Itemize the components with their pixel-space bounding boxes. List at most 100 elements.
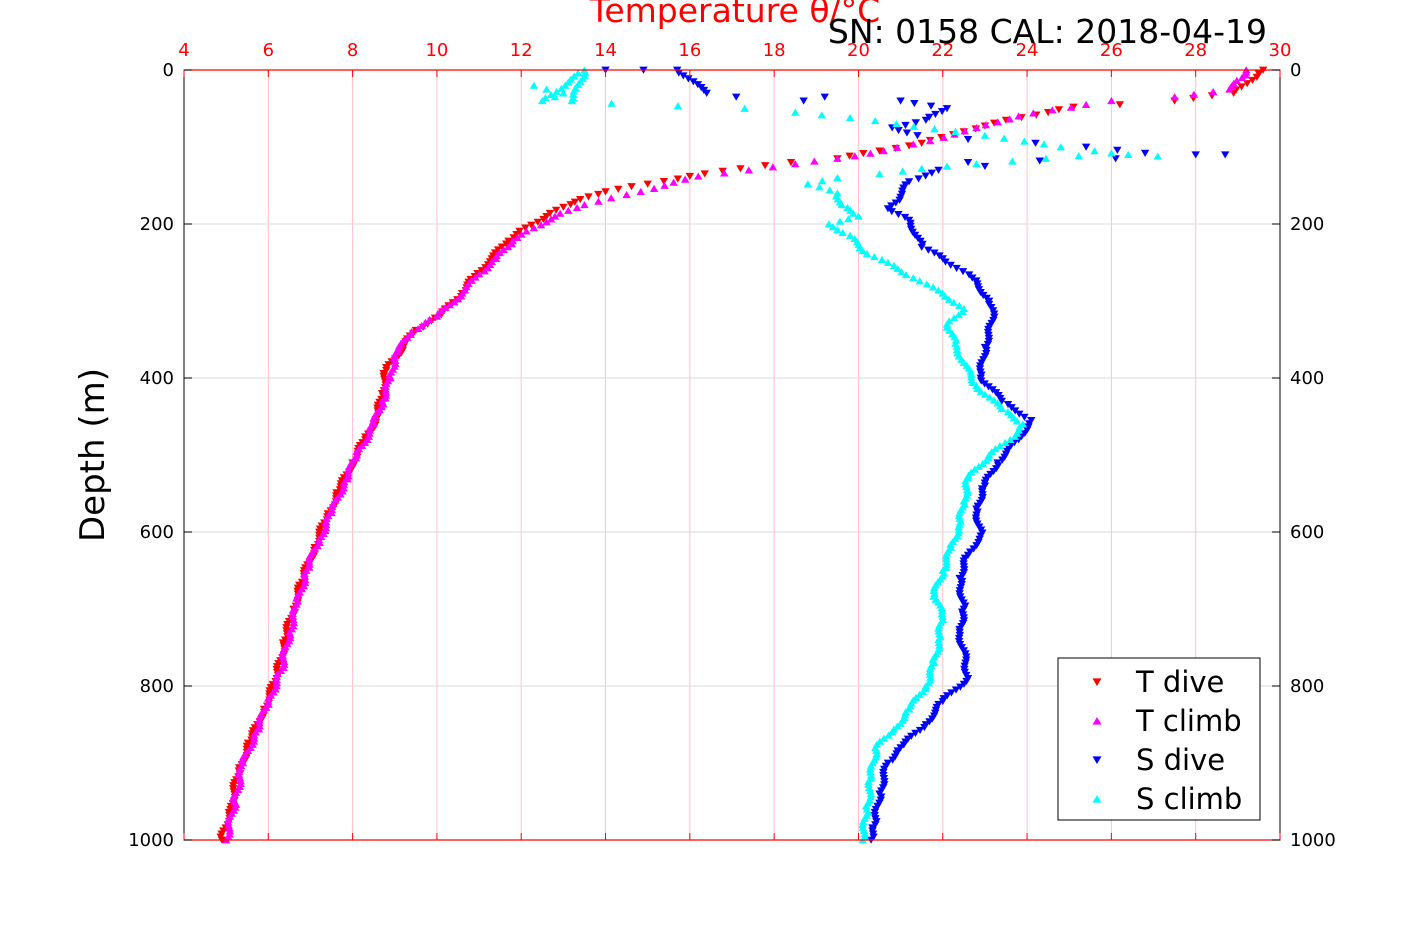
data-point-fill: [471, 273, 480, 281]
data-point: [917, 139, 926, 147]
data-point: [896, 97, 905, 105]
data-point-fill: [1248, 76, 1257, 85]
data-point-fill: [1237, 83, 1246, 91]
data-point-fill: [1029, 109, 1038, 117]
data-point-fill: [614, 185, 623, 193]
data-point-fill: [894, 126, 903, 135]
data-point: [736, 165, 745, 173]
x-tick-label: 4: [178, 40, 189, 61]
data-point-fill: [993, 118, 1003, 126]
y-tick-label-left: 0: [163, 60, 174, 81]
data-point-fill: [1041, 154, 1051, 162]
data-point: [1221, 151, 1230, 159]
data-point-fill: [889, 261, 899, 269]
data-point-fill: [503, 243, 513, 251]
data-point-fill: [425, 315, 434, 323]
data-point: [432, 312, 442, 320]
data-point-fill: [300, 572, 310, 581]
data-point: [799, 97, 808, 105]
data-point-fill: [815, 183, 824, 191]
data-point-fill: [573, 69, 583, 77]
x-tick-label: 10: [425, 40, 448, 61]
data-point: [1056, 143, 1065, 151]
data-point-fill: [760, 162, 770, 170]
data-point-fill: [700, 170, 709, 178]
data-point-fill: [255, 713, 265, 721]
data-point-fill: [952, 264, 961, 273]
data-point-fill: [949, 298, 958, 306]
data-point-fill: [1001, 438, 1010, 447]
data-point: [1140, 149, 1150, 157]
data-point-fill: [1010, 432, 1020, 440]
data-point: [474, 270, 484, 278]
data-point: [833, 174, 842, 182]
series-t-climb: [221, 66, 1251, 844]
data-point: [529, 224, 539, 232]
data-point-fill: [887, 208, 896, 216]
data-point: [972, 160, 981, 168]
data-point-fill: [995, 441, 1005, 450]
data-point-fill: [636, 187, 645, 196]
legend-box: [1057, 657, 1261, 821]
data-point-fill: [934, 638, 944, 647]
y-tick-label-right: 1000: [1290, 830, 1336, 851]
data-point-fill: [915, 726, 925, 735]
data-point-fill: [963, 488, 972, 496]
data-point: [529, 81, 539, 89]
data-point-fill: [533, 218, 542, 226]
data-point-fill: [669, 178, 678, 186]
data-point: [925, 137, 935, 145]
data-point-fill: [968, 379, 977, 387]
data-point-fill: [366, 423, 375, 431]
data-point: [1124, 150, 1133, 159]
data-point-fill: [864, 780, 873, 788]
data-point-fill: [902, 129, 912, 137]
data-point: [538, 97, 547, 105]
data-marks: [216, 66, 1268, 844]
data-point-fill: [627, 183, 636, 191]
y-tick-label-left: 1000: [128, 830, 174, 851]
data-point-fill: [1189, 90, 1199, 98]
data-point-fill: [1074, 152, 1083, 160]
data-point-fill: [951, 336, 961, 344]
data-point-fill: [546, 215, 556, 223]
data-point-fill: [517, 230, 526, 238]
data-point-fill: [552, 87, 561, 95]
data-point-fill: [501, 240, 511, 248]
data-point: [887, 728, 897, 736]
data-point-fill: [278, 652, 287, 660]
data-point-fill: [844, 215, 853, 223]
data-point-fill: [1252, 73, 1262, 81]
data-point-fill: [555, 209, 565, 217]
data-point-fill: [235, 765, 244, 773]
series-s-climb: [529, 66, 1162, 844]
y-tick-label-right: 400: [1290, 368, 1324, 389]
data-point-fill: [927, 169, 937, 177]
legend-label: S climb: [1136, 782, 1242, 816]
data-point-fill: [920, 724, 929, 732]
data-point-fill: [960, 127, 969, 135]
data-point: [744, 166, 754, 174]
data-point-fill: [862, 250, 872, 258]
data-point-fill: [344, 472, 353, 480]
data-point-fill: [949, 314, 959, 322]
y-tick-label-right: 0: [1290, 60, 1301, 81]
data-point-fill: [288, 606, 298, 614]
y-tick-label-left: 600: [140, 522, 174, 543]
data-point-fill: [985, 393, 994, 401]
data-point: [740, 104, 749, 112]
data-point-fill: [817, 111, 826, 119]
data-point-fill: [539, 215, 548, 223]
data-point: [1048, 106, 1057, 114]
data-point-fill: [989, 396, 999, 404]
data-point: [580, 200, 589, 209]
data-point-fill: [929, 586, 938, 595]
data-point-fill: [897, 267, 906, 276]
data-point: [963, 135, 973, 144]
y-axis-label: Depth (m): [73, 368, 113, 542]
data-point: [791, 108, 800, 116]
data-point-fill: [877, 255, 887, 263]
legend-label: T climb: [1135, 704, 1242, 738]
data-point-fill: [828, 223, 838, 231]
data-point: [803, 180, 813, 188]
